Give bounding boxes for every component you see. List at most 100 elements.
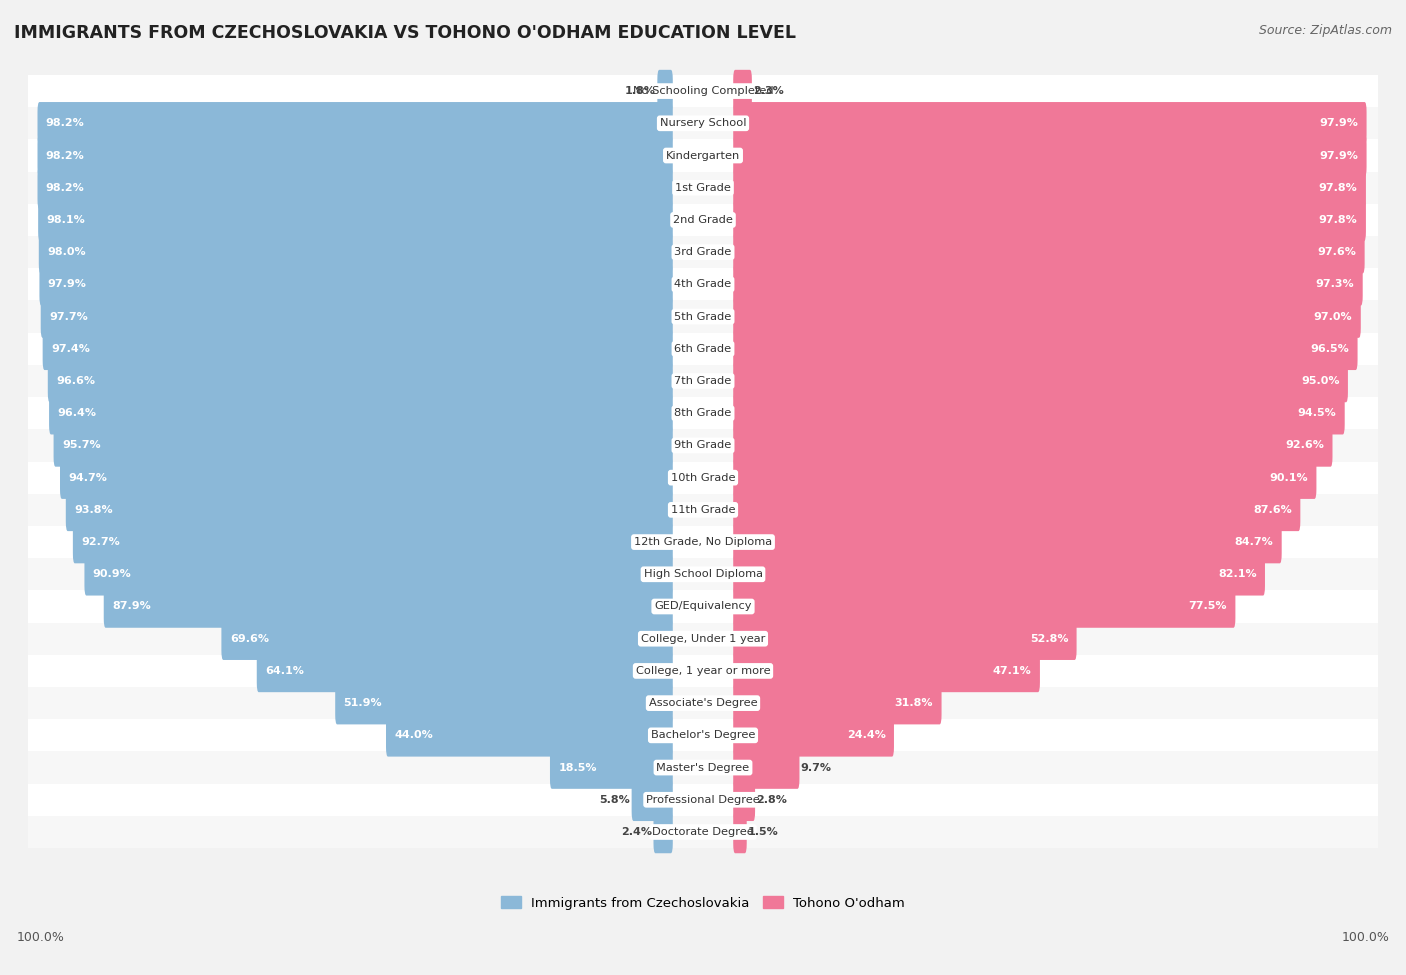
FancyBboxPatch shape xyxy=(38,135,673,176)
FancyBboxPatch shape xyxy=(60,456,673,499)
Bar xyxy=(28,493,1378,526)
FancyBboxPatch shape xyxy=(221,617,673,660)
Bar xyxy=(28,365,1378,397)
Text: 97.3%: 97.3% xyxy=(1316,280,1354,290)
FancyBboxPatch shape xyxy=(733,521,1282,564)
Bar xyxy=(28,332,1378,365)
Text: GED/Equivalency: GED/Equivalency xyxy=(654,602,752,611)
Text: IMMIGRANTS FROM CZECHOSLOVAKIA VS TOHONO O'ODHAM EDUCATION LEVEL: IMMIGRANTS FROM CZECHOSLOVAKIA VS TOHONO… xyxy=(14,24,796,42)
Text: 93.8%: 93.8% xyxy=(75,505,112,515)
Bar xyxy=(28,300,1378,332)
FancyBboxPatch shape xyxy=(733,746,800,789)
Text: 94.5%: 94.5% xyxy=(1298,409,1336,418)
FancyBboxPatch shape xyxy=(654,811,673,853)
Text: 94.7%: 94.7% xyxy=(69,473,107,483)
FancyBboxPatch shape xyxy=(42,328,673,370)
Text: Source: ZipAtlas.com: Source: ZipAtlas.com xyxy=(1258,24,1392,37)
Text: 97.4%: 97.4% xyxy=(51,344,90,354)
FancyBboxPatch shape xyxy=(38,199,673,241)
Text: 10th Grade: 10th Grade xyxy=(671,473,735,483)
Text: 97.6%: 97.6% xyxy=(1317,247,1357,257)
Text: 97.7%: 97.7% xyxy=(49,312,87,322)
Text: 2.8%: 2.8% xyxy=(756,795,787,804)
Text: Bachelor's Degree: Bachelor's Degree xyxy=(651,730,755,740)
Text: Kindergarten: Kindergarten xyxy=(666,150,740,161)
Bar xyxy=(28,461,1378,493)
Bar xyxy=(28,526,1378,558)
Bar xyxy=(28,816,1378,848)
FancyBboxPatch shape xyxy=(41,295,673,338)
Text: 97.9%: 97.9% xyxy=(48,280,87,290)
Text: Professional Degree: Professional Degree xyxy=(647,795,759,804)
FancyBboxPatch shape xyxy=(335,682,673,724)
Text: 5.8%: 5.8% xyxy=(599,795,630,804)
Bar xyxy=(28,558,1378,591)
Text: 98.0%: 98.0% xyxy=(48,247,86,257)
FancyBboxPatch shape xyxy=(733,199,1365,241)
Text: High School Diploma: High School Diploma xyxy=(644,569,762,579)
FancyBboxPatch shape xyxy=(733,135,1367,176)
FancyBboxPatch shape xyxy=(73,521,673,564)
Text: 1.8%: 1.8% xyxy=(626,86,657,97)
FancyBboxPatch shape xyxy=(84,553,673,596)
Text: 64.1%: 64.1% xyxy=(266,666,304,676)
Text: 87.6%: 87.6% xyxy=(1253,505,1292,515)
Bar xyxy=(28,720,1378,752)
Text: 98.1%: 98.1% xyxy=(46,214,86,225)
Text: 90.1%: 90.1% xyxy=(1270,473,1308,483)
FancyBboxPatch shape xyxy=(733,231,1365,273)
FancyBboxPatch shape xyxy=(733,456,1316,499)
Text: 9.7%: 9.7% xyxy=(801,762,832,772)
FancyBboxPatch shape xyxy=(733,488,1301,531)
Text: No Schooling Completed: No Schooling Completed xyxy=(633,86,773,97)
Bar xyxy=(28,75,1378,107)
FancyBboxPatch shape xyxy=(39,231,673,273)
FancyBboxPatch shape xyxy=(38,167,673,209)
FancyBboxPatch shape xyxy=(733,360,1348,403)
Text: 97.8%: 97.8% xyxy=(1319,182,1358,193)
Text: 1.5%: 1.5% xyxy=(748,827,779,837)
FancyBboxPatch shape xyxy=(733,295,1361,338)
Bar xyxy=(28,268,1378,300)
Text: 97.9%: 97.9% xyxy=(1319,118,1358,129)
Text: 44.0%: 44.0% xyxy=(394,730,433,740)
Bar xyxy=(28,752,1378,784)
FancyBboxPatch shape xyxy=(733,263,1362,305)
Bar xyxy=(28,784,1378,816)
Text: College, Under 1 year: College, Under 1 year xyxy=(641,634,765,644)
FancyBboxPatch shape xyxy=(550,746,673,789)
FancyBboxPatch shape xyxy=(49,392,673,435)
Bar xyxy=(28,236,1378,268)
FancyBboxPatch shape xyxy=(48,360,673,403)
FancyBboxPatch shape xyxy=(733,585,1236,628)
Text: 84.7%: 84.7% xyxy=(1234,537,1274,547)
FancyBboxPatch shape xyxy=(733,553,1265,596)
Text: 87.9%: 87.9% xyxy=(112,602,150,611)
Text: 92.7%: 92.7% xyxy=(82,537,120,547)
Text: 6th Grade: 6th Grade xyxy=(675,344,731,354)
Text: 51.9%: 51.9% xyxy=(343,698,382,708)
Bar xyxy=(28,107,1378,139)
Bar xyxy=(28,687,1378,720)
Text: 31.8%: 31.8% xyxy=(894,698,934,708)
Text: 92.6%: 92.6% xyxy=(1285,441,1324,450)
Text: 96.6%: 96.6% xyxy=(56,376,96,386)
Text: 95.7%: 95.7% xyxy=(62,441,101,450)
Text: 24.4%: 24.4% xyxy=(846,730,886,740)
FancyBboxPatch shape xyxy=(733,811,747,853)
FancyBboxPatch shape xyxy=(387,714,673,757)
Text: 98.2%: 98.2% xyxy=(46,118,84,129)
FancyBboxPatch shape xyxy=(53,424,673,467)
Text: Associate's Degree: Associate's Degree xyxy=(648,698,758,708)
Text: 77.5%: 77.5% xyxy=(1188,602,1227,611)
Text: 90.9%: 90.9% xyxy=(93,569,132,579)
Text: 2.3%: 2.3% xyxy=(754,86,785,97)
Text: 47.1%: 47.1% xyxy=(993,666,1032,676)
Text: 1st Grade: 1st Grade xyxy=(675,182,731,193)
FancyBboxPatch shape xyxy=(257,649,673,692)
Legend: Immigrants from Czechoslovakia, Tohono O'odham: Immigrants from Czechoslovakia, Tohono O… xyxy=(496,891,910,915)
Bar xyxy=(28,623,1378,655)
Text: 9th Grade: 9th Grade xyxy=(675,441,731,450)
Bar xyxy=(28,429,1378,461)
Text: 97.0%: 97.0% xyxy=(1313,312,1353,322)
